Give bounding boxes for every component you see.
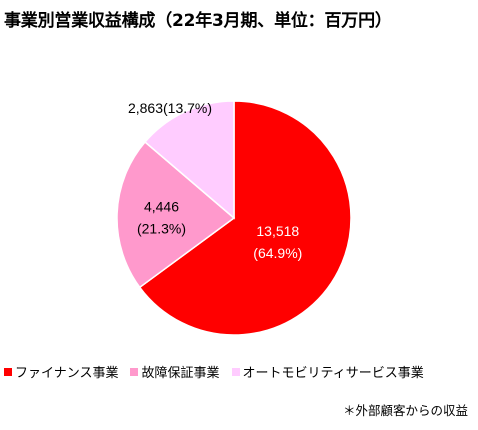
- legend-item-warranty: 故障保証事業: [130, 362, 220, 381]
- label-warranty-value: 4,446: [144, 198, 179, 214]
- label-finance-value: 13,518: [256, 223, 299, 239]
- legend-item-finance: ファイナンス事業: [4, 362, 118, 381]
- pie-chart: 13,518 (64.9%) 4,446 (21.3%) 2,863(13.7%): [116, 100, 352, 336]
- slice-warranty: [116, 140, 236, 289]
- label-warranty-percent: (21.3%): [137, 220, 186, 236]
- footnote: ＊外部顧客からの収益: [342, 403, 468, 418]
- label-automobility: 2,863(13.7%): [128, 100, 212, 116]
- label-warranty: 4,446 (21.3%): [137, 198, 186, 236]
- legend-item-automobility: オートモビリティサービス事業: [231, 362, 424, 381]
- slice-automobility: [143, 100, 235, 220]
- slice-finance: [138, 100, 352, 336]
- legend-swatch-warranty: [130, 367, 139, 376]
- legend: ファイナンス事業 故障保証事業 オートモビリティサービス事業: [4, 362, 436, 381]
- legend-swatch-automobility: [231, 367, 240, 376]
- legend-label-automobility: オートモビリティサービス事業: [242, 366, 424, 381]
- legend-swatch-finance: [4, 367, 12, 376]
- legend-label-warranty: 故障保証事業: [141, 366, 220, 381]
- label-finance-percent: (64.9%): [253, 245, 302, 261]
- chart-title: 事業別営業収益構成（22年3月期、単位：百万円）: [4, 11, 392, 31]
- legend-label-finance: ファイナンス事業: [15, 366, 119, 381]
- label-finance: 13,518 (64.9%): [253, 223, 302, 261]
